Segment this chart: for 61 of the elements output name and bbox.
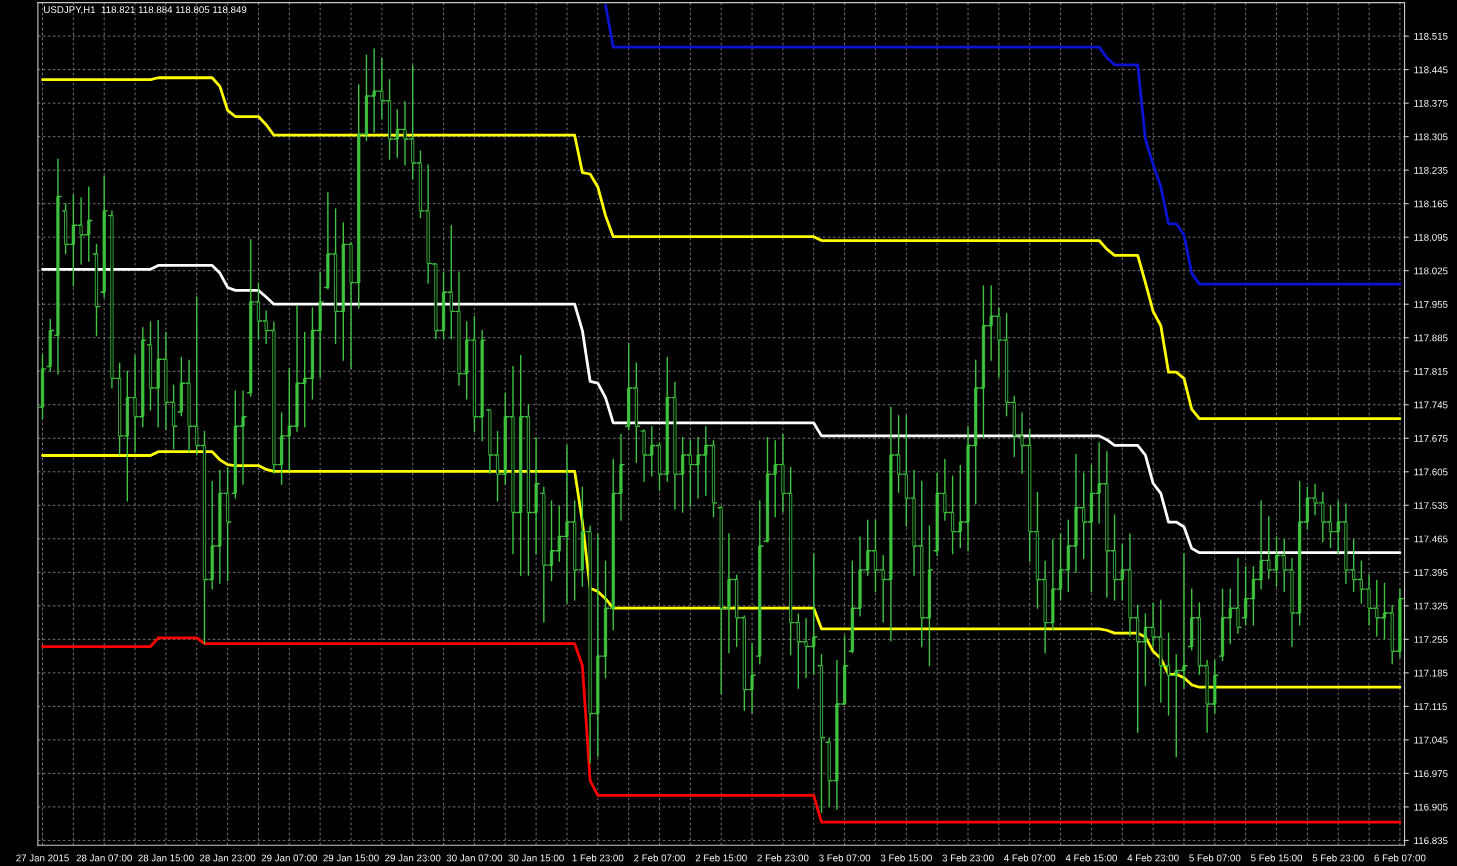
x-tick-label: 30 Jan 07:00 — [446, 854, 503, 862]
x-tick-label: 4 Feb 23:00 — [1127, 854, 1179, 862]
y-tick-label: 118.165 — [1414, 200, 1448, 208]
y-tick-label: 117.675 — [1414, 435, 1448, 442]
x-tick-label: 3 Feb 23:00 — [942, 854, 994, 862]
y-tick-label: 117.115 — [1414, 703, 1447, 710]
y-tick-label: 116.835 — [1414, 837, 1448, 845]
y-tick-label: 117.815 — [1414, 367, 1448, 375]
y-tick-label: 118.375 — [1414, 99, 1448, 107]
y-tick-label: 117.955 — [1414, 300, 1448, 308]
y-tick-label: 118.235 — [1414, 166, 1448, 174]
x-tick-label: 4 Feb 07:00 — [1004, 854, 1056, 862]
x-tick-label: 2 Feb 07:00 — [634, 854, 686, 862]
x-tick-label: 28 Jan 23:00 — [199, 854, 256, 862]
y-tick-label: 117.255 — [1414, 636, 1448, 643]
y-tick-label: 118.305 — [1414, 133, 1448, 141]
x-tick-label: 2 Feb 23:00 — [757, 854, 809, 862]
candlestick — [755, 500, 764, 665]
candlestick — [817, 653, 826, 813]
x-tick-label: 4 Feb 15:00 — [1065, 854, 1117, 862]
x-tick-label: 30 Jan 15:00 — [508, 854, 564, 862]
x-tick-label: 28 Jan 07:00 — [76, 854, 132, 862]
y-tick-label: 117.885 — [1414, 334, 1448, 342]
y-tick-label: 117.045 — [1414, 736, 1448, 744]
line-series — [41, 264, 1402, 555]
y-tick-label: 117.465 — [1414, 535, 1448, 543]
x-tick-label: 1 Feb 23:00 — [572, 854, 624, 862]
x-tick-label: 3 Feb 07:00 — [819, 854, 871, 862]
candlestick — [46, 318, 55, 372]
x-tick-label: 29 Jan 23:00 — [385, 854, 441, 862]
y-tick-label: 118.515 — [1414, 32, 1448, 40]
x-tick-label: 27 Jan 2015 — [16, 854, 69, 862]
x-tick-label: 6 Feb 07:00 — [1374, 854, 1426, 862]
y-tick-label: 118.095 — [1414, 233, 1448, 241]
y-tick-label: 117.395 — [1414, 569, 1448, 576]
y-tick-label: 118.445 — [1414, 66, 1448, 74]
x-tick-label: 3 Feb 15:00 — [880, 854, 932, 862]
chart-title: USDJPY,H1 118.821 118.884 118.805 118.849 — [44, 6, 247, 15]
x-tick-label: 28 Jan 15:00 — [138, 854, 194, 862]
y-tick-label: 117.605 — [1414, 468, 1448, 476]
x-tick-label: 29 Jan 07:00 — [261, 854, 318, 862]
x-tick-label: 2 Feb 15:00 — [695, 854, 747, 862]
y-tick-label: 118.025 — [1414, 267, 1448, 275]
line-series — [604, 3, 1402, 286]
y-tick-label: 116.975 — [1414, 770, 1448, 778]
candlestick — [54, 158, 62, 375]
line-series — [41, 636, 1402, 824]
candlestick — [100, 175, 108, 298]
line-series — [41, 76, 1402, 421]
x-tick-label: 29 Jan 15:00 — [323, 854, 379, 862]
y-tick-label: 117.185 — [1414, 669, 1448, 677]
y-tick-label: 117.325 — [1414, 602, 1448, 610]
x-tick-label: 5 Feb 23:00 — [1312, 854, 1364, 862]
x-tick-label: 5 Feb 15:00 — [1250, 854, 1303, 862]
y-tick-label: 117.745 — [1414, 401, 1448, 409]
candlestick — [92, 243, 101, 337]
y-tick-label: 117.535 — [1414, 502, 1448, 509]
y-tick-label: 116.905 — [1414, 803, 1448, 811]
line-series — [41, 450, 1402, 689]
candlestick — [38, 353, 47, 420]
x-tick-label: 5 Feb 07:00 — [1189, 854, 1241, 862]
